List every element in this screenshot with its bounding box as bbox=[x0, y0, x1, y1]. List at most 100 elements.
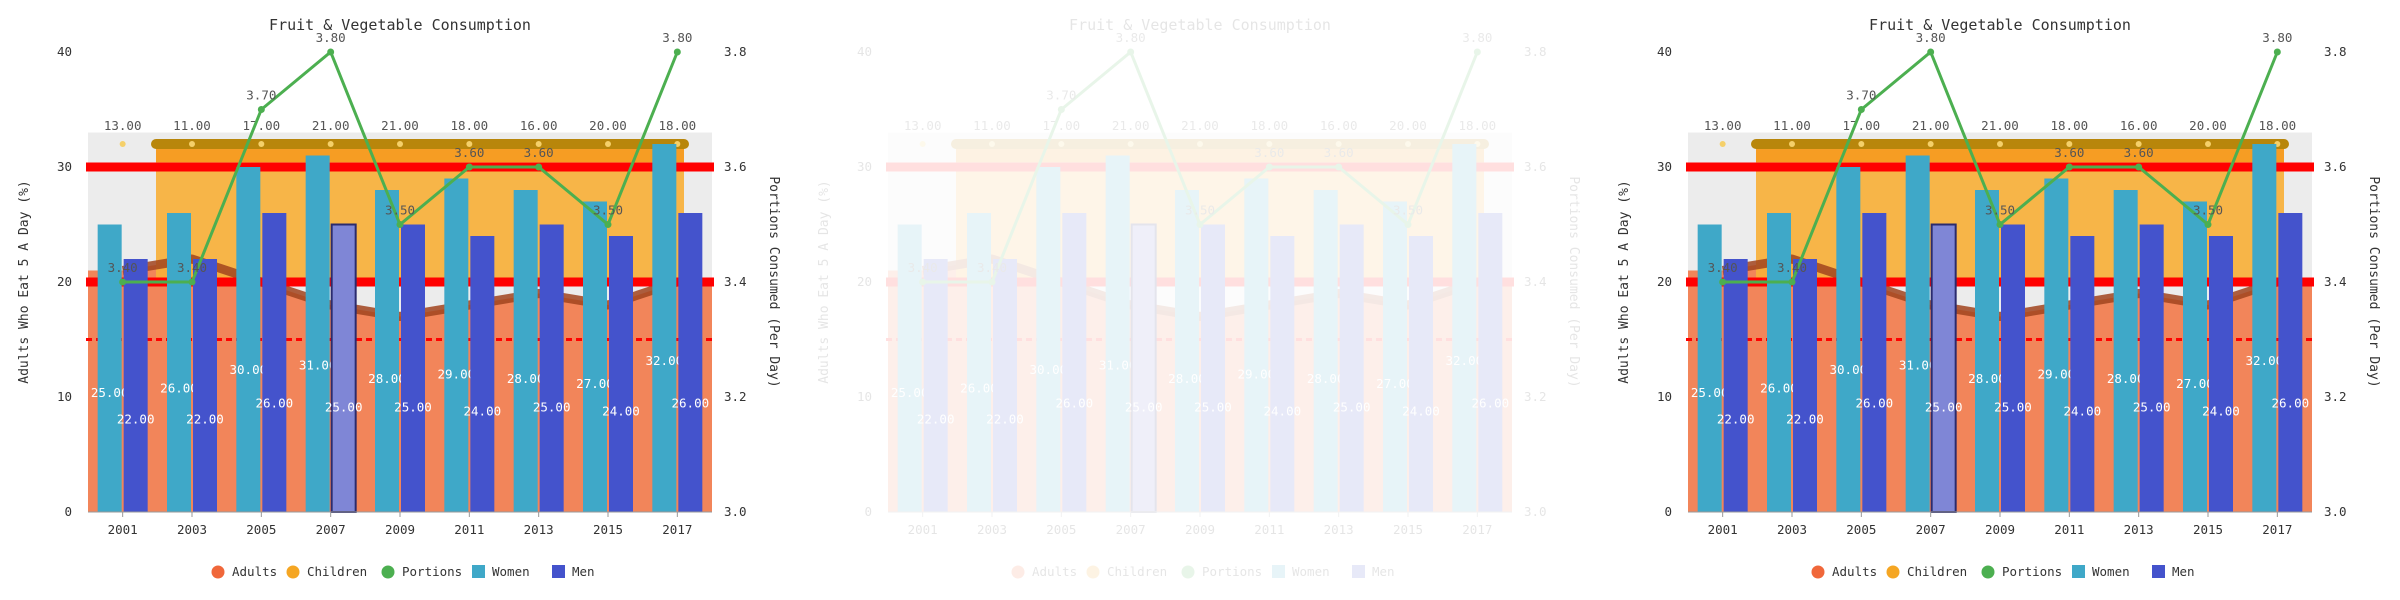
women-data-label: 29.00 bbox=[1238, 367, 1276, 382]
legend-label-portions: Portions bbox=[1202, 564, 1262, 579]
men-bar bbox=[470, 236, 495, 512]
y-left-axis-title: Adults Who Eat 5 A Day (%) bbox=[17, 180, 32, 384]
children-point bbox=[1266, 141, 1273, 147]
legend-marker-women bbox=[1272, 565, 1285, 578]
women-bar bbox=[1836, 167, 1861, 512]
portions-data-label: 3.50 bbox=[1185, 203, 1215, 218]
portions-data-label: 3.40 bbox=[108, 260, 138, 275]
men-bar bbox=[993, 259, 1017, 512]
men-bar bbox=[539, 224, 564, 512]
women-bar bbox=[897, 224, 922, 512]
portions-point bbox=[1057, 106, 1065, 113]
men-bar bbox=[1862, 213, 1887, 512]
x-tick-label: 2015 bbox=[2193, 522, 2223, 537]
portions-data-label: 3.50 bbox=[1393, 203, 1423, 218]
children-point bbox=[1335, 141, 1342, 147]
children-point bbox=[327, 141, 334, 147]
portions-data-label: 3.80 bbox=[1462, 30, 1492, 45]
women-bar bbox=[513, 190, 538, 512]
portions-data-label: 3.40 bbox=[1708, 260, 1738, 275]
y-right-tick-label: 3.4 bbox=[1524, 274, 1547, 289]
children-point bbox=[2205, 141, 2211, 147]
y-left-tick-label: 40 bbox=[57, 44, 72, 59]
women-bar bbox=[1383, 201, 1407, 512]
legend-marker-children bbox=[286, 565, 300, 579]
y-right-tick-label: 3.2 bbox=[1524, 389, 1547, 404]
portions-data-label: 3.80 bbox=[1916, 30, 1946, 45]
women-bar bbox=[1105, 155, 1130, 512]
portions-point bbox=[188, 278, 196, 286]
chart-title: Fruit & Vegetable Consumption bbox=[1869, 16, 2131, 34]
portions-data-label: 3.70 bbox=[246, 88, 276, 103]
men-data-label: 22.00 bbox=[1717, 411, 1755, 426]
children-data-label: 13.00 bbox=[904, 118, 942, 133]
women-bar bbox=[1244, 178, 1269, 512]
children-data-label: 18.00 bbox=[1459, 118, 1497, 133]
men-bar bbox=[2278, 213, 2303, 512]
women-bar bbox=[375, 190, 399, 512]
men-data-label: 26.00 bbox=[2272, 395, 2310, 410]
men-data-label: 22.00 bbox=[186, 411, 224, 426]
children-point bbox=[466, 141, 473, 147]
children-data-label: 20.00 bbox=[2189, 118, 2227, 133]
men-data-label: 24.00 bbox=[464, 403, 502, 418]
y-right-tick-label: 3.0 bbox=[1524, 504, 1547, 519]
men-data-label: 25.00 bbox=[533, 399, 571, 414]
men-bar bbox=[923, 259, 948, 512]
y-right-axis-title: Portions Consumed (Per Day) bbox=[1566, 176, 1581, 387]
portions-point bbox=[1788, 278, 1796, 286]
children-data-label: 21.00 bbox=[1981, 118, 2019, 133]
women-bar bbox=[167, 213, 191, 512]
women-data-label: 31.00 bbox=[1899, 357, 1937, 372]
legend-label-portions: Portions bbox=[2002, 564, 2062, 579]
portions-line bbox=[922, 49, 1479, 284]
men-data-label: 24.00 bbox=[1264, 403, 1302, 418]
portions-data-label: 3.80 bbox=[2262, 30, 2292, 45]
men-bar bbox=[1201, 224, 1225, 512]
legend-label-adults: Adults bbox=[1032, 564, 1077, 579]
y-right-axis-title: Portions Consumed (Per Day) bbox=[766, 176, 781, 387]
children-point bbox=[1405, 141, 1411, 147]
portions-point bbox=[2135, 163, 2143, 171]
x-tick-label: 2013 bbox=[524, 522, 554, 537]
women-bar bbox=[2044, 178, 2069, 512]
men-bar bbox=[2209, 236, 2233, 512]
women-bar bbox=[236, 167, 261, 512]
children-point bbox=[989, 141, 995, 147]
children-data-label: 18.00 bbox=[2259, 118, 2297, 133]
men-bar-highlighted bbox=[330, 223, 357, 513]
x-tick-label: 2003 bbox=[977, 522, 1007, 537]
women-bar bbox=[1175, 190, 1199, 512]
portions-data-label: 3.50 bbox=[593, 203, 623, 218]
women-bar bbox=[2113, 190, 2138, 512]
women-bar bbox=[652, 144, 677, 512]
portions-point bbox=[119, 278, 127, 286]
portions-point bbox=[1404, 221, 1412, 228]
children-point bbox=[1058, 141, 1065, 147]
women-bar bbox=[444, 178, 469, 512]
y-left-tick-label: 30 bbox=[1657, 159, 1672, 174]
portions-point bbox=[2273, 48, 2281, 56]
men-data-label: 22.00 bbox=[986, 411, 1024, 426]
portions-point bbox=[604, 221, 612, 228]
women-bar bbox=[1975, 190, 1999, 512]
women-data-label: 28.00 bbox=[1168, 371, 1206, 386]
legend-marker-children bbox=[1086, 565, 1100, 579]
children-data-label: 17.00 bbox=[1043, 118, 1081, 133]
portions-data-label: 3.50 bbox=[1985, 203, 2015, 218]
children-area-top bbox=[956, 146, 1484, 162]
men-data-label: 22.00 bbox=[917, 411, 955, 426]
men-bar-highlighted bbox=[1130, 223, 1157, 513]
portions-point bbox=[327, 48, 335, 56]
portions-point bbox=[673, 48, 681, 56]
y-right-tick-label: 3.8 bbox=[2324, 44, 2347, 59]
y-left-tick-label: 20 bbox=[857, 274, 872, 289]
portions-data-label: 3.50 bbox=[2193, 203, 2223, 218]
background-band bbox=[888, 132, 1512, 328]
y-right-tick-label: 3.2 bbox=[2324, 389, 2347, 404]
legend-label-adults: Adults bbox=[1832, 564, 1877, 579]
x-tick-label: 2007 bbox=[1916, 522, 1946, 537]
chart-panel-1: Fruit & Vegetable Consumption 13.00 11.00 1… bbox=[17, 16, 781, 579]
women-bar bbox=[305, 155, 330, 512]
